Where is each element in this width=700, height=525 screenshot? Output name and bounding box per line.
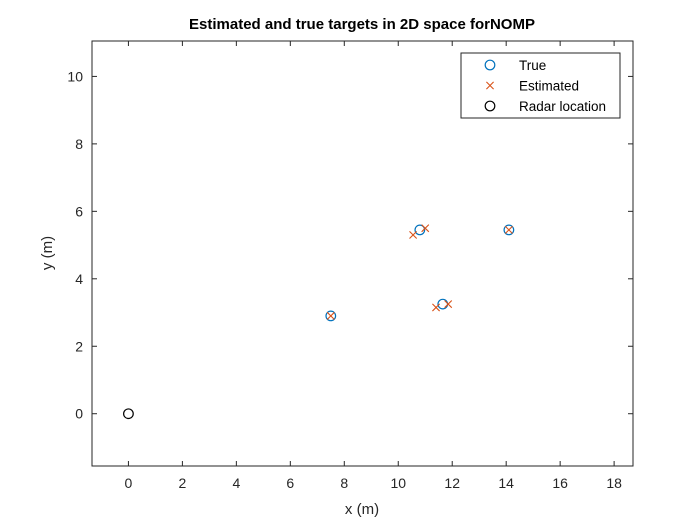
y-tick-label: 8 xyxy=(75,136,83,152)
x-tick-label: 2 xyxy=(178,475,186,491)
y-axis-label: y (m) xyxy=(39,236,56,270)
legend-box xyxy=(460,52,621,119)
x-axis-label: x (m) xyxy=(345,501,379,518)
estimated-point xyxy=(421,224,430,233)
x-tick-label: 14 xyxy=(498,475,514,491)
radar-location-point xyxy=(123,408,134,420)
data-points xyxy=(123,224,515,420)
legend: True Estimated Radar location xyxy=(460,52,621,119)
true-point xyxy=(325,310,337,322)
y-tick-label: 4 xyxy=(75,271,83,287)
true-point xyxy=(414,224,426,236)
x-tick-label: 0 xyxy=(125,475,133,491)
x-tick-label: 4 xyxy=(232,475,240,491)
estimated-point xyxy=(432,303,441,312)
x-tick-label: 6 xyxy=(286,475,294,491)
y-tick-label: 0 xyxy=(75,406,83,422)
y-tick-label: 10 xyxy=(67,68,83,84)
true-point xyxy=(503,224,515,236)
legend-true-label: True xyxy=(519,58,546,73)
y-tick-label: 6 xyxy=(75,203,83,219)
x-tick-label: 18 xyxy=(606,475,622,491)
estimated-point xyxy=(326,311,335,320)
estimated-point xyxy=(409,230,418,239)
estimated-point xyxy=(444,300,453,309)
legend-estimated-marker xyxy=(486,81,494,90)
legend-estimated-label: Estimated xyxy=(519,79,579,94)
legend-true-marker xyxy=(484,59,496,71)
x-tick-label: 8 xyxy=(340,475,348,491)
chart-title: Estimated and true targets in 2D space f… xyxy=(189,16,535,33)
legend-radar-location-label: Radar location xyxy=(519,99,606,114)
x-tick-label: 10 xyxy=(390,475,406,491)
estimated-point xyxy=(504,225,513,234)
y-tick-label: 2 xyxy=(75,338,83,354)
x-tick-label: 16 xyxy=(552,475,568,491)
axis-ticks: 0 2 4 6 8 10 12 14 16 18 0 2 4 6 8 10 xyxy=(67,41,633,491)
legend-radar-location-marker xyxy=(484,100,496,112)
x-tick-label: 12 xyxy=(444,475,460,491)
